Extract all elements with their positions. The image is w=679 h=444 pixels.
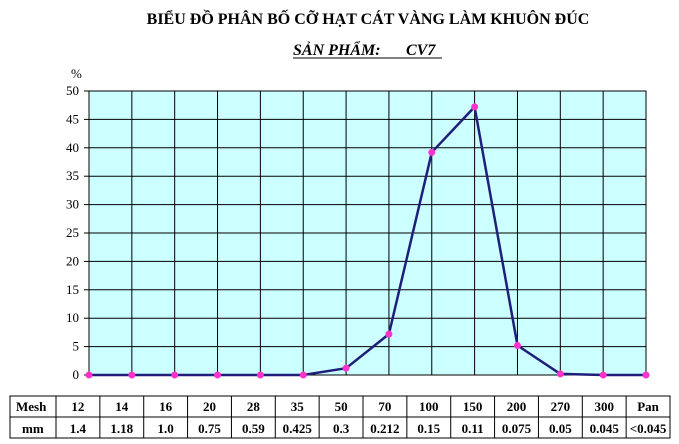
- mesh-row-header: Mesh: [16, 399, 47, 414]
- mesh-cell: 270: [551, 399, 571, 414]
- data-point: [85, 371, 93, 379]
- mesh-cell: 16: [159, 399, 173, 414]
- mm-row-header: mm: [22, 421, 44, 436]
- y-tick-label: 5: [73, 339, 80, 354]
- mesh-cell: 50: [335, 399, 348, 414]
- mm-cell: 0.3: [333, 421, 350, 436]
- series-line: [85, 103, 650, 379]
- mm-cell: 0.59: [242, 421, 265, 436]
- mesh-cell: 100: [419, 399, 439, 414]
- y-tick-label: 20: [66, 253, 79, 268]
- y-tick-label: 15: [66, 282, 79, 297]
- data-point: [642, 371, 650, 379]
- y-tick-label: 30: [66, 197, 79, 212]
- data-point: [513, 341, 521, 349]
- data-point: [556, 370, 564, 378]
- mesh-cell: 150: [463, 399, 483, 414]
- data-point: [171, 371, 179, 379]
- mesh-cell: 70: [378, 399, 391, 414]
- mesh-cell: 300: [594, 399, 614, 414]
- product-label: SẢN PHẨM:: [293, 40, 381, 59]
- mm-cell: 1.0: [158, 421, 174, 436]
- y-tick-label: 40: [66, 140, 79, 155]
- mesh-cell: 12: [71, 399, 84, 414]
- data-point: [471, 103, 479, 111]
- y-tick-label: 45: [66, 111, 79, 126]
- mm-cell: 0.075: [502, 421, 532, 436]
- data-point: [342, 364, 350, 372]
- grid: [89, 91, 646, 375]
- data-point: [128, 371, 136, 379]
- y-tick-label: 0: [73, 367, 80, 382]
- chart-title: BIỂU ĐỒ PHÂN BỐ CỠ HẠT CÁT VÀNG LÀM KHUÔ…: [147, 8, 590, 28]
- mm-cell: 0.05: [549, 421, 572, 436]
- mesh-cell: 35: [291, 399, 305, 414]
- data-point: [256, 371, 264, 379]
- y-axis-label: %: [71, 66, 82, 81]
- data-point: [385, 330, 393, 338]
- y-tick-label: 35: [66, 168, 79, 183]
- mm-cell: 0.425: [283, 421, 313, 436]
- mm-cell: 0.75: [198, 421, 221, 436]
- data-point: [428, 148, 436, 156]
- y-tick-label: 50: [66, 83, 79, 98]
- y-tick-label: 10: [66, 310, 79, 325]
- mesh-cell: 28: [247, 399, 261, 414]
- size-table: Mesh mm 12 1.4 14 1.18 16 1.0 20 0.75 28 0.59 35 0.42…: [9, 395, 671, 439]
- data-point: [599, 371, 607, 379]
- y-axis: 0 5 10 15 20 25 30 35 40 45 50: [66, 83, 89, 382]
- data-point: [214, 371, 222, 379]
- mm-cell: 0.045: [590, 421, 620, 436]
- mesh-cell: 20: [203, 399, 216, 414]
- mm-cell: 0.212: [370, 421, 399, 436]
- mesh-cell: Pan: [637, 399, 659, 414]
- mesh-cell: 200: [507, 399, 527, 414]
- mm-cell: <0.045: [630, 421, 667, 436]
- mm-cell: 0.15: [417, 421, 440, 436]
- mm-cell: 1.4: [70, 421, 87, 436]
- y-tick-label: 25: [66, 225, 79, 240]
- mesh-cell: 14: [115, 399, 129, 414]
- mm-cell: 0.11: [462, 421, 484, 436]
- product-code: CV7: [406, 42, 436, 59]
- mm-cell: 1.18: [110, 421, 133, 436]
- data-point: [299, 371, 307, 379]
- series-polyline: [89, 105, 646, 377]
